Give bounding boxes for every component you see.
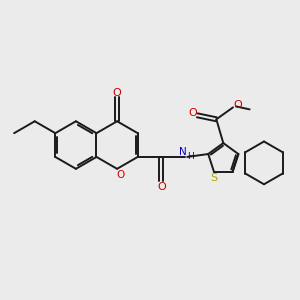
Text: H: H [187, 152, 194, 161]
Text: O: O [234, 100, 242, 110]
Text: S: S [210, 173, 218, 183]
Text: O: O [113, 88, 122, 98]
Text: O: O [188, 108, 197, 118]
Text: O: O [157, 182, 166, 192]
Text: O: O [116, 170, 124, 180]
Text: N: N [179, 147, 187, 157]
